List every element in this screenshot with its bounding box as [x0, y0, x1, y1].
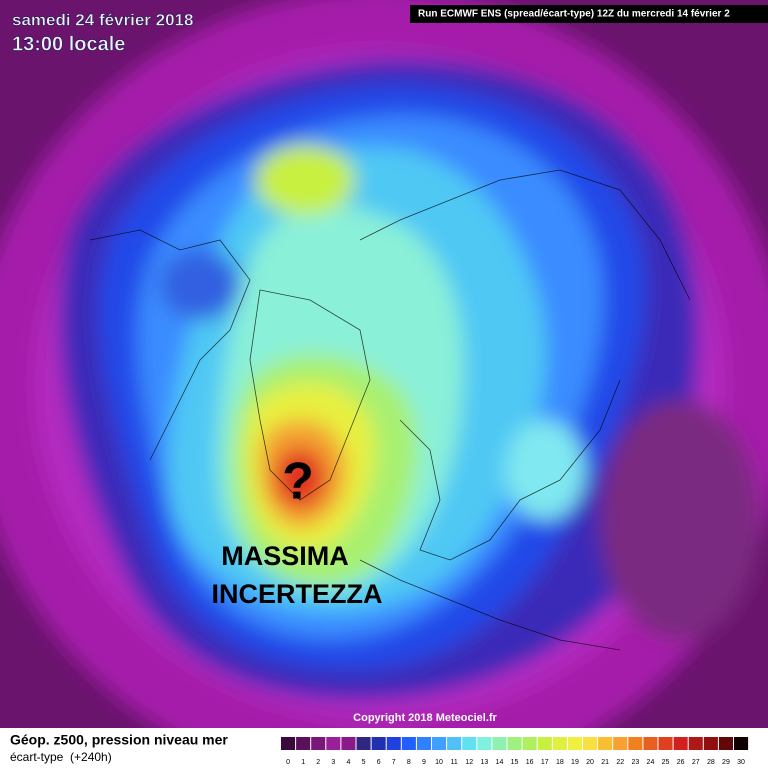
colorbar-label: 22 — [616, 759, 624, 766]
colorbar-label: 25 — [662, 759, 670, 766]
colorbar-label: 15 — [511, 759, 519, 766]
colorbar-label: 1 — [301, 759, 305, 766]
annotation-line: INCERTEZZA — [212, 579, 383, 609]
run-info: Run ECMWF ENS (spread/écart-type) 12Z du… — [418, 9, 730, 20]
color-swatch — [628, 737, 643, 750]
colorbar-label: 2 — [316, 759, 320, 766]
colorbar-label: 12 — [465, 759, 473, 766]
color-swatch — [341, 737, 356, 750]
color-swatch — [537, 737, 552, 750]
colorbar-label: 27 — [692, 759, 700, 766]
colorbar-label: 20 — [586, 759, 594, 766]
color-swatch — [462, 737, 477, 750]
color-swatch — [643, 737, 658, 750]
colorbar-label: 5 — [362, 759, 366, 766]
color-swatch — [583, 737, 598, 750]
color-swatch — [371, 737, 386, 750]
colorbar-label: 13 — [480, 759, 488, 766]
annotation-line: MASSIMA — [221, 541, 349, 571]
colorbar-label: 11 — [451, 759, 458, 766]
color-swatch — [401, 737, 416, 750]
color-swatch — [416, 737, 431, 750]
footer-field: Géop. z500, pression niveau mer — [10, 732, 228, 748]
question-mark: ? — [282, 453, 314, 511]
colorbar-label: 17 — [541, 759, 549, 766]
color-swatch — [658, 737, 673, 750]
color-swatch — [326, 737, 341, 750]
footer-measure: écart-type (+240h) — [10, 750, 112, 764]
subtitle: 13:00 locale — [12, 33, 125, 55]
run-box — [410, 5, 768, 23]
color-swatch — [552, 737, 567, 750]
color-swatch — [522, 737, 537, 750]
color-swatch — [598, 737, 613, 750]
colorbar-label: 4 — [346, 759, 350, 766]
color-swatch — [718, 737, 733, 750]
colorbar-label: 29 — [722, 759, 730, 766]
colorbar-label: 9 — [422, 759, 426, 766]
color-swatch — [703, 737, 718, 750]
color-swatch — [734, 737, 749, 750]
color-swatch — [356, 737, 371, 750]
colorbar-label: 18 — [556, 759, 564, 766]
colorbar-label: 7 — [392, 759, 396, 766]
colorbar-label: 23 — [631, 759, 639, 766]
color-swatch — [386, 737, 401, 750]
color-swatch — [296, 737, 311, 750]
colorbar-label: 21 — [601, 759, 609, 766]
colorbar-label: 26 — [677, 759, 685, 766]
color-swatch — [432, 737, 447, 750]
copyright: Copyright 2018 Meteociel.fr — [353, 712, 497, 724]
colorbar-label: 24 — [647, 759, 655, 766]
color-swatch — [447, 737, 462, 750]
colorbar-label: 3 — [331, 759, 335, 766]
color-swatch — [507, 737, 522, 750]
color-swatch — [281, 737, 296, 750]
color-swatch — [688, 737, 703, 750]
color-swatch — [311, 737, 326, 750]
colorbar-label: 16 — [526, 759, 534, 766]
colorbar-label: 10 — [435, 759, 443, 766]
colorbar-label: 30 — [737, 759, 745, 766]
colorbar-label: 8 — [407, 759, 411, 766]
colorbar-label: 19 — [571, 759, 579, 766]
colorbar-label: 0 — [286, 759, 290, 766]
color-swatch — [673, 737, 688, 750]
color-swatch — [567, 737, 582, 750]
title: samedi 24 février 2018 — [12, 10, 193, 29]
color-swatch — [613, 737, 628, 750]
colorbar-label: 28 — [707, 759, 715, 766]
color-swatch — [492, 737, 507, 750]
colorbar-label: 6 — [377, 759, 381, 766]
colorbar-label: 14 — [496, 759, 504, 766]
color-swatch — [477, 737, 492, 750]
